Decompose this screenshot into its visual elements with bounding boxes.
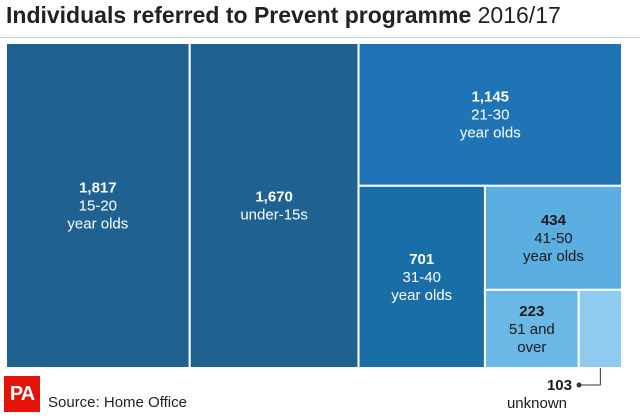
treemap-cell-15-20-year-olds (5, 42, 191, 369)
category-label-21-30-year-olds-2: year olds (460, 124, 521, 141)
treemap-cell-under-15s (188, 42, 360, 369)
treemap-cell-31-40-year-olds (357, 184, 486, 369)
treemap-cell-21-30-year-olds (357, 42, 623, 187)
category-label-41-50-year-olds-1: 41-50 (534, 230, 572, 247)
unknown-callout-line (579, 368, 601, 386)
category-label-under-15s-1: under-15s (240, 207, 308, 224)
category-label-15-20-year-olds-2: year olds (67, 216, 128, 233)
category-label-21-30-year-olds-1: 21-30 (471, 106, 509, 123)
value-label-41-50-year-olds: 434 (541, 212, 567, 229)
pa-logo: PA (4, 376, 40, 412)
treemap-cell-41-50-year-olds (483, 184, 623, 291)
category-label-31-40-year-olds-1: 31-40 (403, 269, 441, 286)
value-label-31-40-year-olds: 701 (409, 251, 434, 268)
treemap-cell-51-and-over (483, 288, 580, 369)
value-label-under-15s: 1,670 (255, 189, 293, 206)
chart-title: Individuals referred to Prevent programm… (6, 2, 561, 29)
value-label-21-30-year-olds: 1,145 (471, 88, 509, 105)
category-label-51-and-over-1: 51 and (509, 321, 555, 338)
value-label-51-and-over: 223 (519, 303, 544, 320)
category-label-unknown-1: unknown (507, 395, 567, 412)
value-label-unknown: 103 (547, 377, 572, 394)
category-label-15-20-year-olds-1: 15-20 (79, 198, 117, 215)
unknown-callout-dot (576, 382, 582, 388)
title-divider (0, 37, 640, 38)
value-label-15-20-year-olds: 1,817 (79, 180, 117, 197)
chart-title-main: Individuals referred to Prevent programm… (6, 2, 472, 28)
category-label-41-50-year-olds-2: year olds (523, 248, 584, 265)
treemap-cell-unknown (577, 288, 624, 369)
chart-title-period: 2016/17 (477, 2, 561, 28)
source-note: Source: Home Office (48, 394, 187, 411)
category-label-51-and-over-2: over (517, 339, 546, 356)
category-label-31-40-year-olds-2: year olds (391, 287, 452, 304)
